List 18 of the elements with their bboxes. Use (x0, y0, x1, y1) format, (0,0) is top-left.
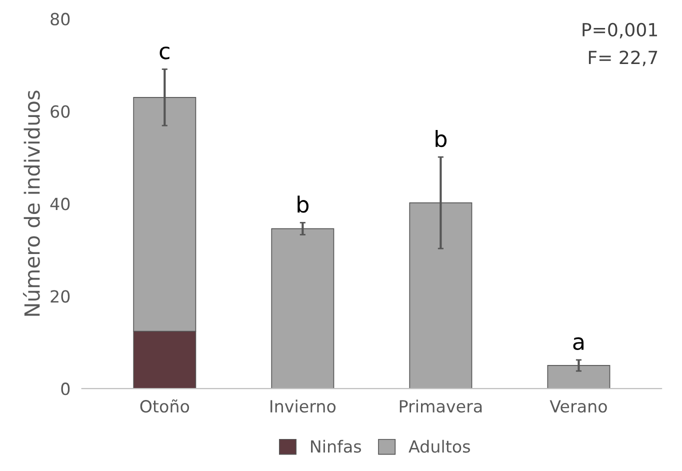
x-tick-label: Otoño (140, 399, 190, 413)
annotation: a (573, 337, 584, 350)
x-tick-label: Verano (550, 400, 607, 413)
y-tick-label: 40 (50, 198, 70, 210)
x-tick-label: Invierno (270, 400, 336, 413)
y-tick-label: 80 (50, 12, 70, 26)
annotation: c (160, 46, 170, 60)
y-tick-label: 0 (61, 382, 70, 396)
annotation: F= 22,7 (588, 50, 658, 66)
annotation: b (298, 196, 309, 213)
annotation: b (436, 130, 447, 148)
x-tick-label: Primavera (400, 400, 482, 413)
y-tick-label: 60 (50, 105, 70, 118)
y-tick-label: 20 (50, 290, 70, 303)
y-axis-title: Número de individuos (22, 90, 40, 316)
legend-label: Adultos (408, 440, 470, 453)
legend-label: Ninfas (311, 440, 362, 453)
annotation: P=0,001 (582, 22, 657, 38)
